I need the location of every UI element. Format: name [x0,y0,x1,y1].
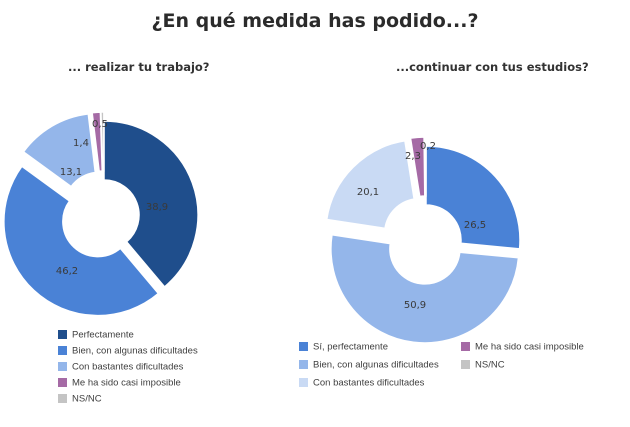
legend-swatch-0-perfectamente [58,330,67,339]
legend-swatch-1-me-ha-sido-casi-imposible [461,342,470,351]
legend-item-1-con-bastantes-dificultades: Con bastantes dificultades [313,378,425,389]
legend-item-0-con-bastantes-dificultades: Con bastantes dificultades [72,362,184,373]
data-label-0-perfectamente: 38,9 [146,202,168,213]
data-label-0-con-bastantes-dificultades: 13,1 [60,167,82,178]
legend-item-0-perfectamente: Perfectamente [72,330,134,341]
legend-item-1-bien-con-algunas-dificultades: Bien, con algunas dificultades [313,360,439,371]
slice-1-con-bastantes-dificultades [325,139,415,230]
data-label-1-ns-nc: 0,2 [420,141,436,152]
data-label-1-con-bastantes-dificultades: 20,1 [357,187,379,198]
legend-swatch-1-si-perfectamente [299,342,308,351]
slice-0-perfectamente [103,120,199,288]
legend-item-0-bien-con-algunas-dificultades: Bien, con algunas dificultades [72,346,198,357]
data-label-0-bien-con-algunas-dificultades: 46,2 [56,266,78,277]
legend-swatch-1-con-bastantes-dificultades [299,378,308,387]
legend-item-0-me-ha-sido-casi-imposible: Me ha sido casi imposible [72,378,181,389]
legend-swatch-0-me-ha-sido-casi-imposible [58,378,67,387]
data-label-0-me-ha-sido-casi-imposible: 1,4 [73,138,89,149]
data-label-1-si-perfectamente: 26,5 [464,220,486,231]
slice-1-ns-nc [424,136,427,197]
data-label-1-me-ha-sido-casi-imposible: 2,3 [405,151,421,162]
legend-swatch-1-ns-nc [461,360,470,369]
slice-1-bien-con-algunas-dificultades [330,233,520,344]
legend-item-1-ns-nc: NS/NC [475,360,505,371]
data-label-1-bien-con-algunas-dificultades: 50,9 [404,300,426,311]
page-title: ¿En qué medida has podido...? [151,10,479,32]
chart-title-estudios: ...continuar con tus estudios? [396,60,589,74]
data-label-0-ns-nc: 0,5 [92,119,108,130]
legend-item-0-ns-nc: NS/NC [72,394,102,405]
slice-0-ns-nc [100,111,105,172]
legend-item-1-me-ha-sido-casi-imposible: Me ha sido casi imposible [475,342,584,353]
slice-1-si-perfectamente [425,145,521,250]
chart-title-trabajo: ... realizar tu trabajo? [68,60,210,74]
legend-item-1-si-perfectamente: Sí, perfectamente [313,342,388,353]
slice-0-bien-con-algunas-dificultades [3,165,160,317]
legend-swatch-0-bien-con-algunas-dificultades [58,346,67,355]
legend-swatch-0-con-bastantes-dificultades [58,362,67,371]
legend-swatch-1-bien-con-algunas-dificultades [299,360,308,369]
legend-swatch-0-ns-nc [58,394,67,403]
slice-0-con-bastantes-dificultades [22,113,97,188]
